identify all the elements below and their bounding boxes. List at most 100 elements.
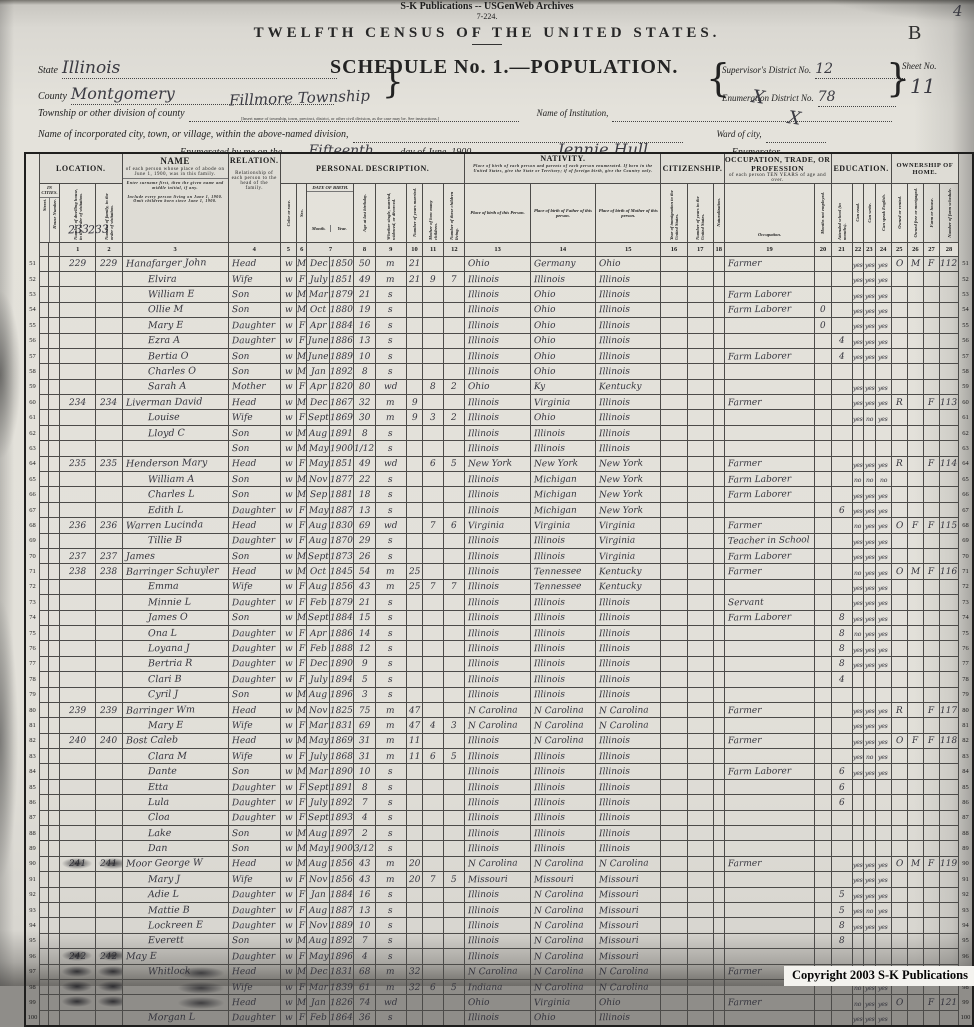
cell-house	[48, 886, 61, 903]
cell-f: 242	[95, 948, 123, 965]
column-number: 8	[353, 241, 376, 257]
cell-d	[59, 886, 97, 903]
cell-bm: Jan	[306, 994, 331, 1011]
cell-wr: yes	[863, 655, 876, 673]
table-row: 85 Etta Daughter w F Sept 1891 8 s Illinois Illino…	[25, 778, 973, 796]
cell-yu	[686, 717, 714, 734]
cell-mb: Illinois	[595, 301, 662, 319]
line-number-left: 87	[29, 814, 36, 822]
cell-wr: yes	[863, 732, 876, 750]
cell-cl	[443, 317, 466, 334]
cell-yu	[686, 978, 714, 996]
cell-im	[660, 317, 688, 334]
cell-sc	[830, 594, 853, 611]
cell-f	[95, 640, 123, 657]
header-color: Color or race.	[279, 183, 297, 243]
cell-rel: Son	[227, 363, 281, 380]
cell-mn	[814, 578, 832, 596]
table-row: 86 Lula Daughter w F July 1892 7 s Illinois Illino…	[25, 794, 973, 811]
cell-age: 7	[353, 932, 376, 950]
cell-pb: Illinois	[464, 424, 531, 442]
cell-c: w	[279, 748, 297, 765]
cell-by: 1825	[329, 701, 355, 719]
table-row: 88 Lake Son w M Aug 1897 2 s Illinois Illinois Illi…	[25, 825, 973, 842]
cell-s: F	[296, 409, 308, 426]
cell-c: w	[279, 717, 297, 734]
cell-rd	[851, 840, 865, 857]
cell-d	[59, 871, 97, 888]
cell-ow	[890, 809, 908, 827]
cell-en: yes	[874, 532, 892, 549]
cell-im	[660, 455, 688, 473]
cell-age: 21	[353, 594, 376, 611]
cell-mb: New York	[595, 455, 662, 473]
cell-fm	[906, 778, 924, 796]
cell-house	[48, 517, 61, 534]
cell-ow	[890, 501, 908, 519]
cell-street	[38, 440, 50, 457]
districts-brace-right: }	[886, 56, 911, 100]
cell-mn	[814, 409, 832, 426]
cell-mb: Illinois	[595, 1009, 662, 1027]
cell-d	[59, 794, 97, 811]
cell-en	[874, 840, 892, 857]
cell-fs: 121	[939, 994, 959, 1011]
cell-c: w	[279, 424, 297, 442]
cell-fb: Michigan	[529, 501, 597, 519]
cell-oc	[723, 655, 816, 673]
cell-c: w	[279, 640, 297, 657]
cell-fh: F	[922, 701, 941, 719]
cell-street	[38, 347, 50, 365]
cell-pb: Illinois	[464, 270, 531, 288]
cell-nm: James	[121, 547, 229, 565]
cell-c: w	[279, 286, 297, 303]
cell-d	[59, 347, 97, 365]
cell-rel: Son	[227, 763, 281, 780]
cell-s: M	[296, 394, 308, 411]
cell-ms: s	[374, 1009, 407, 1027]
cell-house	[48, 778, 61, 796]
header-mother-of-children: Mother of how many children.	[422, 183, 445, 243]
cell-wr: no	[863, 471, 876, 488]
line-number-left: 73	[29, 598, 36, 606]
cell-fb: Michigan	[529, 486, 597, 503]
cell-sc	[830, 994, 853, 1011]
cell-cl: 2	[443, 409, 466, 426]
cell-en	[874, 440, 892, 457]
cell-na	[712, 486, 725, 503]
cell-rd: yes	[851, 532, 865, 549]
cell-na	[712, 563, 725, 580]
line-number-left: 52	[29, 275, 36, 283]
cell-fm: M	[906, 563, 924, 580]
cell-age: 5	[353, 671, 376, 688]
cell-wr	[863, 840, 876, 857]
cell-by: 1887	[329, 501, 355, 519]
cell-ow	[890, 871, 908, 888]
cell-na	[712, 825, 725, 842]
cell-cb	[422, 501, 445, 519]
column-number: 1	[59, 241, 97, 257]
cell-d: 238	[59, 563, 97, 580]
cell-rd: yes	[851, 332, 865, 349]
cell-wr	[863, 932, 876, 950]
cell-rel: Wife	[227, 717, 281, 734]
cell-s: M	[296, 547, 308, 565]
cell-f	[95, 794, 123, 811]
cell-ms: s	[374, 440, 407, 457]
cell-house	[48, 547, 61, 565]
cell-pb: Illinois	[464, 301, 531, 319]
cell-d	[59, 378, 97, 396]
cell-by: 1877	[329, 471, 355, 488]
cell-cl	[443, 855, 466, 873]
cell-fm	[906, 394, 924, 411]
cell-house	[48, 301, 61, 319]
cell-mn	[814, 424, 832, 442]
cell-mb: Illinois	[595, 440, 662, 457]
cell-sc	[830, 424, 853, 442]
group-name: NAME of each person whose place of abode…	[121, 152, 229, 243]
cell-yu	[686, 886, 714, 903]
cell-f	[95, 332, 123, 349]
line-number-left: 69	[29, 537, 36, 545]
line-number-right: 71	[962, 568, 969, 576]
cell-im	[660, 871, 688, 888]
